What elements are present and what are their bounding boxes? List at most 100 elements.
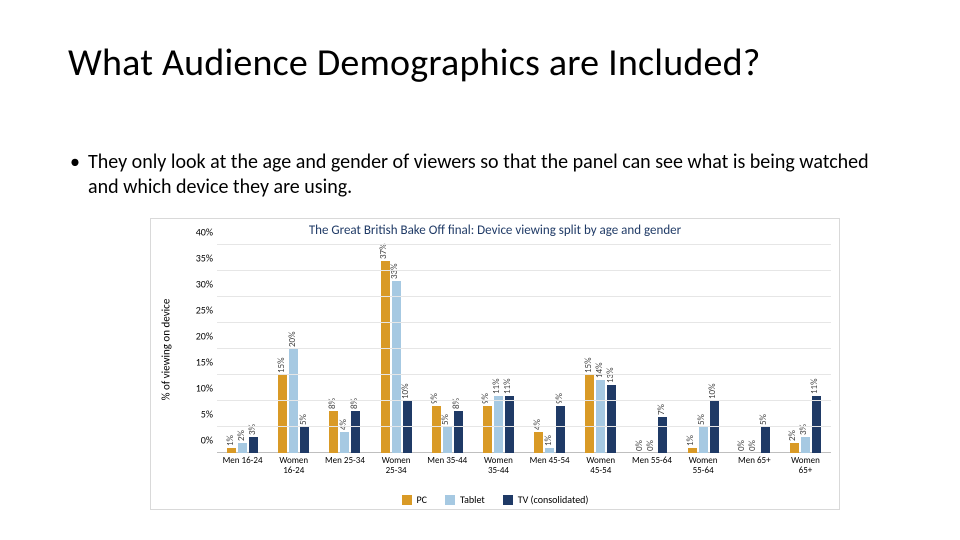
legend-item: Tablet: [445, 493, 485, 506]
bar-value-label: 5%: [696, 414, 707, 425]
plot-area: 1%2%3%15%20%5%8%4%8%37%33%10%9%5%8%9%11%…: [189, 245, 831, 453]
gridline: [217, 296, 831, 297]
x-axis-labels: Men 16-24Women16-24Men 25-34Women25-34Me…: [217, 453, 831, 487]
bar-value-label: 2%: [787, 430, 798, 441]
bar-value-label: 20%: [287, 331, 298, 347]
bar-value-label: 4%: [532, 419, 543, 430]
bar: 8%: [454, 411, 463, 453]
gridline: [217, 374, 831, 375]
chart-title: The Great British Bake Off final: Device…: [151, 219, 839, 243]
bar-group: 9%11%11%: [473, 245, 524, 453]
slide: What Audience Demographics are Included?…: [0, 0, 960, 540]
bar-value-label: 9%: [429, 393, 440, 404]
bar-value-label: 14%: [594, 363, 605, 379]
bar: 8%: [351, 411, 360, 453]
bar-value-label: 9%: [480, 393, 491, 404]
bar: 4%: [534, 432, 543, 453]
bar: 8%: [329, 411, 338, 453]
bar-group: 4%1%9%: [524, 245, 575, 453]
y-tick-label: 5%: [201, 408, 217, 421]
x-tick-label: Men 25-34: [319, 453, 370, 487]
legend-item: PC: [402, 493, 428, 506]
bar: 3%: [801, 437, 810, 453]
bar: 37%: [381, 261, 390, 453]
bar-value-label: 15%: [583, 357, 594, 373]
bar-value-label: 37%: [378, 243, 389, 259]
y-tick-label: 20%: [196, 330, 217, 343]
bar-value-label: 1%: [543, 435, 554, 446]
x-tick-label: Women25-34: [371, 453, 422, 487]
bar: 9%: [483, 406, 492, 453]
gridline: [217, 244, 831, 245]
legend-label: TV (consolidated): [518, 493, 589, 506]
bar-group: 15%14%13%: [575, 245, 626, 453]
bar-value-label: 5%: [758, 414, 769, 425]
bar-group: 8%4%8%: [319, 245, 370, 453]
bar-value-label: 9%: [554, 393, 565, 404]
bar-value-label: 11%: [491, 378, 502, 394]
bar-value-label: 0%: [634, 440, 645, 451]
x-tick-label: Women65+: [780, 453, 831, 487]
bar: 5%: [443, 427, 452, 453]
legend: PC Tablet TV (consolidated): [151, 493, 839, 506]
bar-group: 1%5%10%: [678, 245, 729, 453]
x-tick-label: Men 16-24: [217, 453, 268, 487]
bar-value-label: 11%: [502, 378, 513, 394]
legend-item: TV (consolidated): [503, 493, 589, 506]
bar: 5%: [761, 427, 770, 453]
bar: 20%: [289, 349, 298, 453]
bar: 10%: [710, 401, 719, 453]
y-tick-label: 30%: [196, 278, 217, 291]
bar-group: 15%20%5%: [268, 245, 319, 453]
y-axis-title: % of viewing on device: [159, 245, 173, 453]
x-tick-label: Men 65+: [729, 453, 780, 487]
plot: 1%2%3%15%20%5%8%4%8%37%33%10%9%5%8%9%11%…: [217, 245, 831, 453]
bar: 9%: [556, 406, 565, 453]
gridline: [217, 400, 831, 401]
bar-group: 0%0%7%: [626, 245, 677, 453]
bar: 5%: [300, 427, 309, 453]
x-tick-label: Men 45-54: [524, 453, 575, 487]
gridline: [217, 348, 831, 349]
bar-groups: 1%2%3%15%20%5%8%4%8%37%33%10%9%5%8%9%11%…: [217, 245, 831, 453]
bar-value-label: 5%: [298, 414, 309, 425]
bar-value-label: 13%: [605, 368, 616, 384]
bar: 14%: [596, 380, 605, 453]
x-tick-label: Men 55-64: [626, 453, 677, 487]
legend-swatch: [402, 495, 412, 505]
bar-value-label: 4%: [338, 419, 349, 430]
x-tick-label: Women16-24: [268, 453, 319, 487]
bar: 15%: [278, 375, 287, 453]
y-tick-label: 40%: [196, 226, 217, 239]
bar-value-label: 1%: [225, 435, 236, 446]
bar-value-label: 1%: [685, 435, 696, 446]
bullet-dot: •: [70, 150, 88, 200]
bar: 11%: [505, 396, 514, 453]
bullet-item: • They only look at the age and gender o…: [70, 150, 890, 200]
bar-value-label: 2%: [236, 430, 247, 441]
bar: 2%: [790, 443, 799, 453]
y-tick-label: 10%: [196, 382, 217, 395]
bar: 13%: [607, 385, 616, 453]
bar: 10%: [403, 401, 412, 453]
bar-value-label: 15%: [276, 357, 287, 373]
bullet-block: • They only look at the age and gender o…: [70, 150, 890, 200]
bar-group: 37%33%10%: [371, 245, 422, 453]
bar: 11%: [494, 396, 503, 453]
gridline: [217, 426, 831, 427]
gridline: [217, 322, 831, 323]
x-tick-label: Men 35-44: [422, 453, 473, 487]
bar: 5%: [699, 427, 708, 453]
bar-value-label: 5%: [440, 414, 451, 425]
bar-group: 2%3%11%: [780, 245, 831, 453]
bar-group: 0%0%5%: [729, 245, 780, 453]
legend-swatch: [445, 495, 455, 505]
bar-value-label: 10%: [707, 383, 718, 399]
y-tick-label: 25%: [196, 304, 217, 317]
y-tick-label: 15%: [196, 356, 217, 369]
bar: 11%: [812, 396, 821, 453]
x-tick-label: Women55-64: [678, 453, 729, 487]
bar-value-label: 11%: [809, 378, 820, 394]
legend-swatch: [503, 495, 513, 505]
bar-group: 1%2%3%: [217, 245, 268, 453]
